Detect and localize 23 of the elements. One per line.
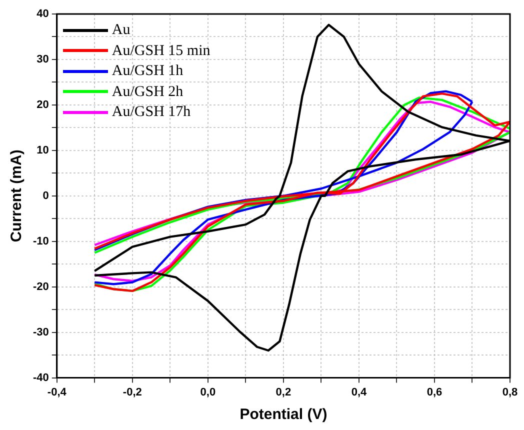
x-tick-label: -0,2 <box>122 386 142 398</box>
y-tick-label: -40 <box>32 372 49 384</box>
x-tick-label: -0,4 <box>47 386 68 398</box>
y-tick-label: 20 <box>36 98 49 111</box>
x-axis-title: Potential (V) <box>240 406 328 424</box>
y-tick-label: 40 <box>36 8 49 20</box>
y-tick-label: -30 <box>32 326 49 338</box>
x-tick-label: 0,4 <box>351 386 368 398</box>
y-tick-label: 30 <box>36 54 49 66</box>
y-tick-label: -20 <box>32 280 49 293</box>
legend-label: Au/GSH 1h <box>112 62 184 81</box>
x-tick-label: 0,8 <box>502 386 518 398</box>
y-tick-label: -10 <box>32 235 49 248</box>
y-tick-label: 10 <box>36 144 49 156</box>
legend-label: Au/GSH 15 min <box>112 42 210 60</box>
legend-label: Au <box>112 21 130 40</box>
x-tick-label: 0,6 <box>426 386 442 398</box>
y-axis-title: Current (mA) <box>8 150 26 242</box>
x-tick-label: 0,0 <box>200 386 216 398</box>
legend-label: Au/GSH 2h <box>112 82 184 102</box>
legend-label: Au/GSH 17h <box>112 103 191 122</box>
y-tick-label: 0 <box>42 190 49 202</box>
x-tick-label: 0,2 <box>276 386 292 398</box>
